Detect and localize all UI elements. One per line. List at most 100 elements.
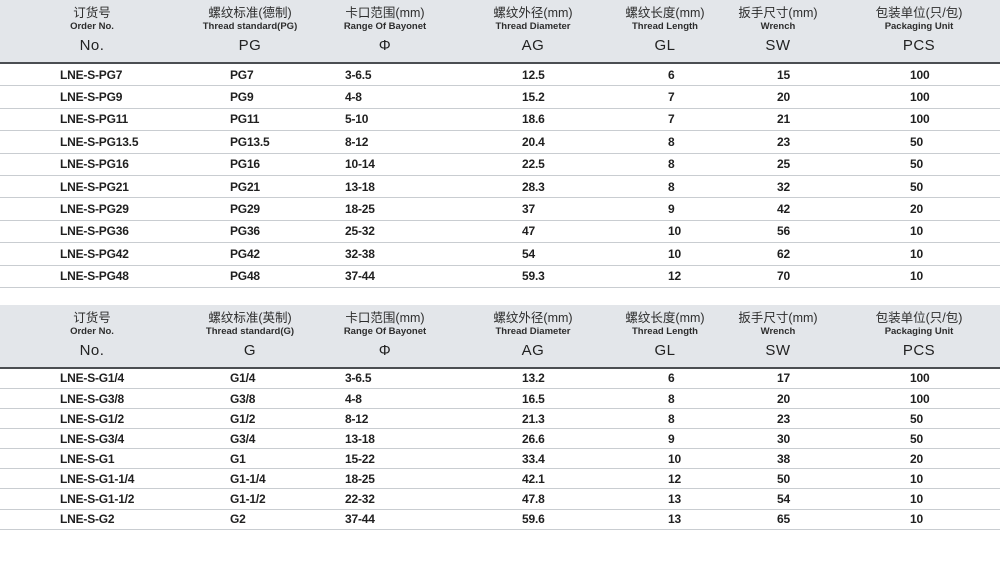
cell-thread-length: 10 <box>668 451 681 466</box>
table-row: LNE-S-PG7 PG7 3-6.5 12.5 6 15 100 <box>0 64 1000 87</box>
cell-thread-length: 10 <box>668 224 681 239</box>
cell-bayonet-range: 18-25 <box>345 202 375 217</box>
cell-thread-length: 7 <box>668 112 675 127</box>
cell-bayonet-range: 22-32 <box>345 492 375 507</box>
cell-packaging-unit: 100 <box>910 371 930 386</box>
cell-wrench-size: 17 <box>777 371 790 386</box>
cell-packaging-unit: 10 <box>910 224 923 239</box>
header-zh-label: 扳手尺寸(mm) <box>738 310 818 325</box>
cell-thread-diameter: 21.3 <box>522 411 545 426</box>
cell-thread-standard: PG16 <box>230 157 260 172</box>
cell-thread-length: 7 <box>668 90 675 105</box>
cell-bayonet-range: 32-38 <box>345 246 375 261</box>
header-cell-thread-length: 螺纹长度(mm) Thread Length GL <box>612 0 718 62</box>
cell-thread-length: 6 <box>668 371 675 386</box>
header-en-label: Order No. <box>70 325 114 337</box>
cell-bayonet-range: 10-14 <box>345 157 375 172</box>
cell-bayonet-range: 15-22 <box>345 451 375 466</box>
cell-wrench-size: 32 <box>777 179 790 194</box>
cell-wrench-size: 25 <box>777 157 790 172</box>
cell-thread-diameter: 22.5 <box>522 157 545 172</box>
header-code-label: Φ <box>378 341 392 359</box>
header-zh-label: 螺纹长度(mm) <box>625 6 705 20</box>
cell-thread-standard: G1-1/2 <box>230 492 266 507</box>
cell-bayonet-range: 4-8 <box>345 90 362 105</box>
table-row: LNE-S-G2 G2 37-44 59.6 13 65 10 <box>0 509 1000 530</box>
table-row: LNE-S-G3/4 G3/4 13-18 26.6 9 30 50 <box>0 429 1000 450</box>
cell-bayonet-range: 13-18 <box>345 179 375 194</box>
header-en-label: Thread standard(G) <box>205 325 295 337</box>
cell-packaging-unit: 100 <box>910 90 930 105</box>
cell-thread-diameter: 33.4 <box>522 451 545 466</box>
cell-order-no: LNE-S-PG13.5 <box>60 134 139 149</box>
cell-thread-length: 10 <box>668 246 681 261</box>
cell-wrench-size: 62 <box>777 246 790 261</box>
cell-order-no: LNE-S-G1 <box>60 451 115 466</box>
cell-thread-diameter: 26.6 <box>522 431 545 446</box>
cell-thread-length: 12 <box>668 269 681 284</box>
cell-thread-diameter: 59.6 <box>522 512 545 527</box>
cell-packaging-unit: 10 <box>910 246 923 261</box>
table-row: LNE-S-PG11 PG11 5-10 18.6 7 21 100 <box>0 108 1000 132</box>
cell-thread-standard: G3/4 <box>230 431 256 446</box>
header-zh-label: 螺纹标准(德制) <box>208 6 292 20</box>
cell-order-no: LNE-S-G1-1/4 <box>60 471 135 486</box>
cell-thread-length: 9 <box>668 202 675 217</box>
header-cell-thread-diameter: 螺纹外径(mm) Thread Diameter AG <box>454 0 612 62</box>
cell-thread-diameter: 12.5 <box>522 67 545 82</box>
cell-packaging-unit: 50 <box>910 411 923 426</box>
header-zh-label: 包装单位(只/包) <box>875 310 963 325</box>
cell-thread-length: 13 <box>668 512 681 527</box>
header-en-label: Range Of Bayonet <box>343 325 427 337</box>
cell-wrench-size: 54 <box>777 492 790 507</box>
header-code-label: PCS <box>902 341 936 359</box>
header-cell-wrench-size: 扳手尺寸(mm) Wrench SW <box>718 0 838 62</box>
cell-thread-length: 12 <box>668 471 681 486</box>
header-en-label: Thread Length <box>632 21 698 32</box>
cell-thread-diameter: 15.2 <box>522 90 545 105</box>
header-cell-thread-standard: 螺纹标准(英制) Thread standard(G) G <box>184 305 316 367</box>
cell-packaging-unit: 100 <box>910 112 930 127</box>
table-row: LNE-S-PG16 PG16 10-14 22.5 8 25 50 <box>0 153 1000 176</box>
cell-packaging-unit: 10 <box>910 471 923 486</box>
cell-packaging-unit: 20 <box>910 451 923 466</box>
cell-wrench-size: 15 <box>777 67 790 82</box>
table-body: LNE-S-PG7 PG7 3-6.5 12.5 6 15 100 LNE-S-PG9 PG9 4… <box>0 64 1000 288</box>
cell-order-no: LNE-S-PG36 <box>60 224 129 239</box>
header-zh-label: 包装单位(只/包) <box>875 6 963 20</box>
table-row: LNE-S-G1 G1 15-22 33.4 10 38 20 <box>0 449 1000 470</box>
cell-wrench-size: 70 <box>777 269 790 284</box>
header-cell-thread-standard: 螺纹标准(德制) Thread standard(PG) PG <box>184 0 316 62</box>
header-zh-label: 螺纹标准(英制) <box>208 310 292 325</box>
cell-order-no: LNE-S-PG42 <box>60 246 129 261</box>
cell-thread-length: 8 <box>668 157 675 172</box>
cell-thread-standard: PG29 <box>230 202 260 217</box>
cell-packaging-unit: 10 <box>910 492 923 507</box>
cell-wrench-size: 20 <box>777 391 790 406</box>
header-en-label: Wrench <box>760 325 796 337</box>
cell-order-no: LNE-S-PG9 <box>60 90 123 105</box>
header-code-label: PG <box>238 37 262 54</box>
header-en-label: Thread Diameter <box>495 21 571 32</box>
header-code-label: AG <box>521 37 545 54</box>
header-zh-label: 螺纹外径(mm) <box>493 6 573 20</box>
header-zh-label: 螺纹长度(mm) <box>625 310 705 325</box>
cell-wrench-size: 56 <box>777 224 790 239</box>
cell-thread-diameter: 42.1 <box>522 471 545 486</box>
cell-thread-standard: PG11 <box>230 112 260 127</box>
cell-thread-length: 8 <box>668 179 675 194</box>
header-en-label: Range Of Bayonet <box>343 21 427 32</box>
cell-thread-standard: G1 <box>230 451 246 466</box>
table-row: LNE-S-G1-1/2 G1-1/2 22-32 47.8 13 54 10 <box>0 489 1000 510</box>
table-header-row: 订货号 Order No. No. 螺纹标准(英制) Thread standard(G… <box>0 304 1000 369</box>
header-code-label: G <box>243 341 257 359</box>
cell-packaging-unit: 50 <box>910 157 923 172</box>
header-zh-label: 扳手尺寸(mm) <box>738 6 818 20</box>
cell-thread-length: 6 <box>668 67 675 82</box>
cell-packaging-unit: 10 <box>910 269 923 284</box>
cell-thread-standard: PG48 <box>230 269 260 284</box>
cell-packaging-unit: 10 <box>910 512 923 527</box>
cell-thread-diameter: 20.4 <box>522 134 545 149</box>
cell-bayonet-range: 3-6.5 <box>345 67 372 82</box>
